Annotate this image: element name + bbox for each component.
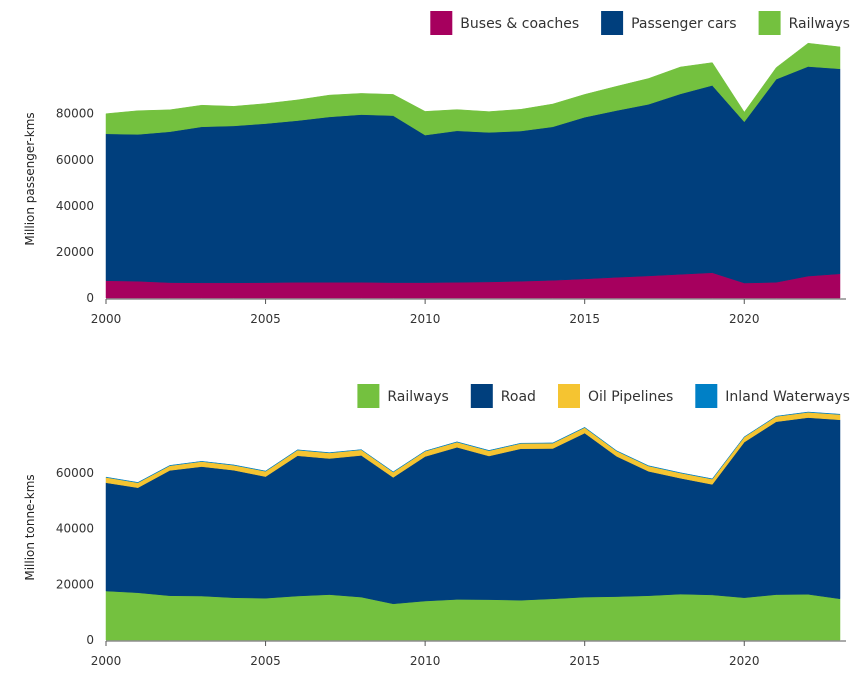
x-tick-label: 2015 (569, 654, 600, 668)
legend-swatch-oil-pipelines[interactable] (558, 384, 580, 408)
x-tick-label: 2010 (410, 312, 441, 326)
legend-label-railways[interactable]: Railways (789, 16, 850, 32)
legend-swatch-railways[interactable] (758, 11, 781, 35)
legend-label-oil-pipelines[interactable]: Oil Pipelines (588, 389, 673, 405)
area-road (105, 417, 841, 605)
y-tick-label: 60000 (56, 466, 94, 480)
x-tick-label: 2020 (729, 312, 760, 326)
legend: Railways Road Oil Pipelines Inland Waterway… (357, 384, 850, 408)
y-tick-label: 40000 (56, 199, 94, 213)
legend-swatch-buses-coaches[interactable] (430, 11, 453, 35)
x-tick-label: 2010 (410, 654, 441, 668)
x-tick-label: 2020 (729, 654, 760, 668)
x-tick-label: 2000 (91, 312, 122, 326)
y-tick-label: 0 (86, 291, 94, 305)
chart-2: 2000 2005 2010 2015 2020 0 20000 40000 60000 Mill… (23, 384, 850, 668)
y-axis-label: Million passenger-kms (23, 112, 37, 245)
legend-label-railways[interactable]: Railways (387, 389, 448, 405)
y-tick-label: 60000 (56, 153, 94, 167)
legend: Buses & coaches Passenger cars Railways (430, 11, 850, 35)
chart-1: 2000 2005 2010 2015 2020 0 20000 40000 60000 8000… (23, 11, 850, 326)
x-tick-label: 2000 (91, 654, 122, 668)
legend-swatch-inland-waterways[interactable] (695, 384, 718, 408)
y-tick-label: 0 (86, 633, 94, 647)
legend-swatch-road[interactable] (470, 384, 493, 408)
legend-swatch-passenger-cars[interactable] (601, 11, 624, 35)
legend-label-passenger-cars[interactable]: Passenger cars (631, 16, 737, 32)
legend-swatch-railways[interactable] (357, 384, 380, 408)
y-tick-label: 20000 (56, 577, 94, 591)
area-railways (105, 42, 841, 136)
x-tick-label: 2015 (569, 312, 600, 326)
y-tick-label: 20000 (56, 245, 94, 259)
legend-label-buses-coaches[interactable]: Buses & coaches (460, 16, 579, 32)
y-tick-label: 40000 (56, 522, 94, 536)
area-inland-waterways (105, 411, 841, 483)
x-tick-label: 2005 (250, 312, 281, 326)
y-axis-label: Million tonne-kms (23, 474, 37, 580)
x-tick-label: 2005 (250, 654, 281, 668)
y-tick-label: 80000 (56, 107, 94, 121)
legend-label-inland-waterways[interactable]: Inland Waterways (725, 389, 850, 405)
legend-label-road[interactable]: Road (501, 389, 536, 405)
